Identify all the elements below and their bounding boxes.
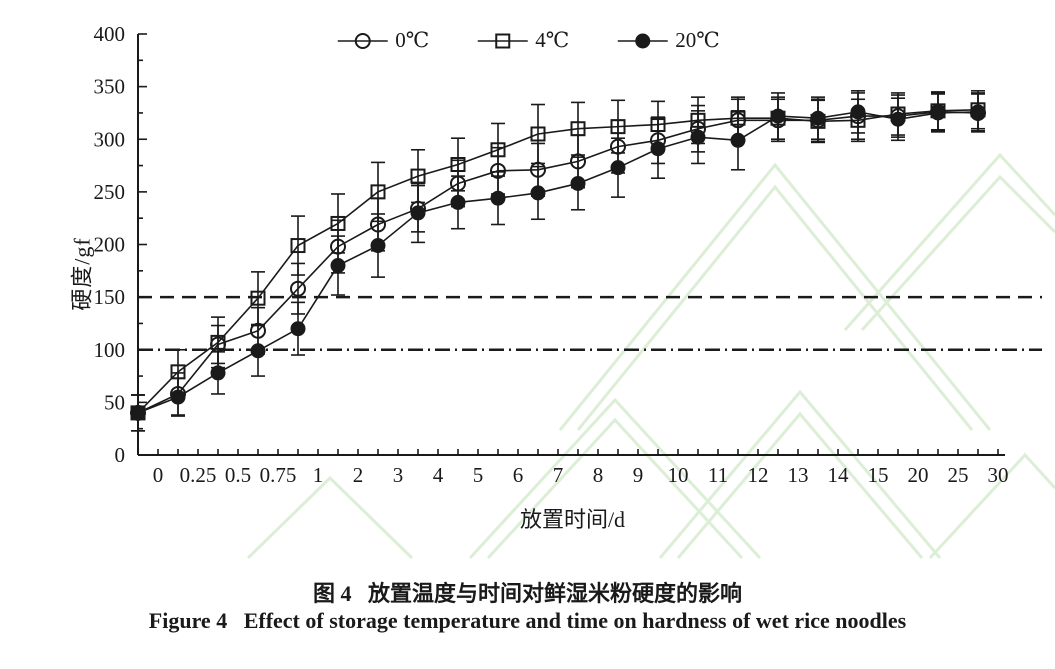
open-circle-legend-sample (337, 32, 388, 49)
filled-circle-marker (634, 33, 650, 48)
y-tick-label: 100 (94, 338, 126, 362)
y-axis-title: 硬度/gf (69, 237, 95, 311)
legend-label: 4℃ (535, 28, 570, 52)
legend-item-4℃: 4℃ (475, 28, 569, 53)
filled-circle-marker (330, 258, 346, 274)
x-tick-label: 12 (748, 463, 769, 487)
filled-circle-marker (130, 405, 146, 421)
legend-label: 20℃ (675, 28, 720, 52)
filled-circle-marker (450, 194, 466, 210)
open-square-marker (370, 184, 386, 200)
open-circle-marker (290, 280, 306, 297)
filled-circle-marker (690, 129, 706, 145)
x-tick-label: 0 (153, 463, 164, 487)
x-tick-label: 2 (353, 463, 364, 487)
open-square-marker (490, 142, 506, 158)
x-tick-label: 15 (868, 463, 889, 487)
x-tick-label: 25 (948, 463, 969, 487)
y-tick-label: 200 (94, 233, 126, 257)
axes (137, 33, 1005, 456)
x-tick-label: 0.5 (225, 463, 251, 487)
x-tick-label: 4 (433, 463, 444, 487)
x-tick-label: 20 (908, 463, 929, 487)
open-square-marker (410, 168, 426, 184)
legend-item-0℃: 0℃ (335, 28, 429, 53)
filled-circle-marker (850, 104, 866, 120)
y-tick-label: 250 (94, 180, 126, 204)
x-tick-label: 11 (708, 463, 728, 487)
legend-label: 0℃ (395, 28, 430, 52)
y-tick-labels: 0 50 100 150 200 250 300 350 400 (94, 22, 126, 467)
y-tick-label: 400 (94, 22, 126, 46)
open-square-marker (290, 238, 306, 254)
filled-circle-marker (810, 110, 826, 126)
caption-chinese: 图 4 放置温度与时间对鲜湿米粉硬度的影响 (312, 581, 742, 606)
y-tick-label: 300 (94, 127, 126, 151)
open-square-marker (250, 290, 266, 306)
y-tick-label: 0 (115, 443, 126, 467)
filled-circle-marker (290, 321, 306, 337)
open-square-marker (450, 157, 466, 173)
series-0℃ (130, 92, 986, 432)
x-axis-title: 放置时间/d (519, 507, 626, 532)
filled-circle-marker (170, 389, 186, 405)
filled-circle-marker (490, 190, 506, 206)
x-tick-label: 10 (668, 463, 689, 487)
x-tick-label: 6 (513, 463, 524, 487)
x-tick-labels: 0 0.25 0.5 0.75 1 2 3 4 5 6 7 8 9 10 11 12 13 14 15 20 25 30 (153, 463, 1009, 487)
series-4℃ (130, 90, 986, 432)
x-tick-label: 0.25 (180, 463, 217, 487)
open-square-marker (530, 126, 546, 142)
caption-english: Figure 4 Effect of storage temperature a… (148, 608, 907, 633)
filled-circle-marker (210, 365, 226, 381)
open-square-marker (210, 334, 226, 350)
x-tick-label: 1 (313, 463, 324, 487)
filled-circle-marker (610, 160, 626, 176)
open-square-legend-sample (477, 33, 528, 48)
filled-circle-marker (770, 108, 786, 124)
filled-circle-marker (370, 238, 386, 254)
open-square-marker (330, 215, 346, 231)
y-tick-label: 50 (104, 390, 125, 414)
filled-circle-marker (890, 111, 906, 127)
filled-circle-legend-sample (617, 33, 668, 48)
x-tick-label: 8 (593, 463, 604, 487)
filled-circle-marker (970, 104, 986, 120)
open-circle-marker (354, 32, 371, 49)
filled-circle-marker (530, 185, 546, 201)
open-square-marker (570, 121, 586, 137)
x-tick-label: 14 (828, 463, 850, 487)
legend-item-20℃: 20℃ (615, 28, 720, 53)
open-square-marker (610, 119, 626, 135)
x-tick-label: 9 (633, 463, 644, 487)
x-tick-label: 5 (473, 463, 484, 487)
filled-circle-marker (930, 105, 946, 121)
series-20℃ (130, 90, 986, 432)
chart-legend: 0℃ 4℃ 20℃ (335, 28, 720, 53)
filled-circle-marker (410, 205, 426, 221)
x-tick-label: 13 (788, 463, 809, 487)
x-tick-label: 7 (553, 463, 564, 487)
filled-circle-marker (730, 132, 746, 148)
x-tick-label: 3 (393, 463, 404, 487)
reference-lines (138, 295, 1042, 351)
filled-circle-marker (650, 141, 666, 157)
filled-circle-marker (250, 343, 266, 359)
y-tick-label: 350 (94, 75, 126, 99)
x-tick-label: 0.75 (260, 463, 297, 487)
y-tick-label: 150 (94, 285, 126, 309)
background-watermark (246, 152, 1055, 560)
open-square-marker (494, 33, 510, 48)
x-tick-label: 30 (988, 463, 1009, 487)
filled-circle-marker (570, 175, 586, 191)
